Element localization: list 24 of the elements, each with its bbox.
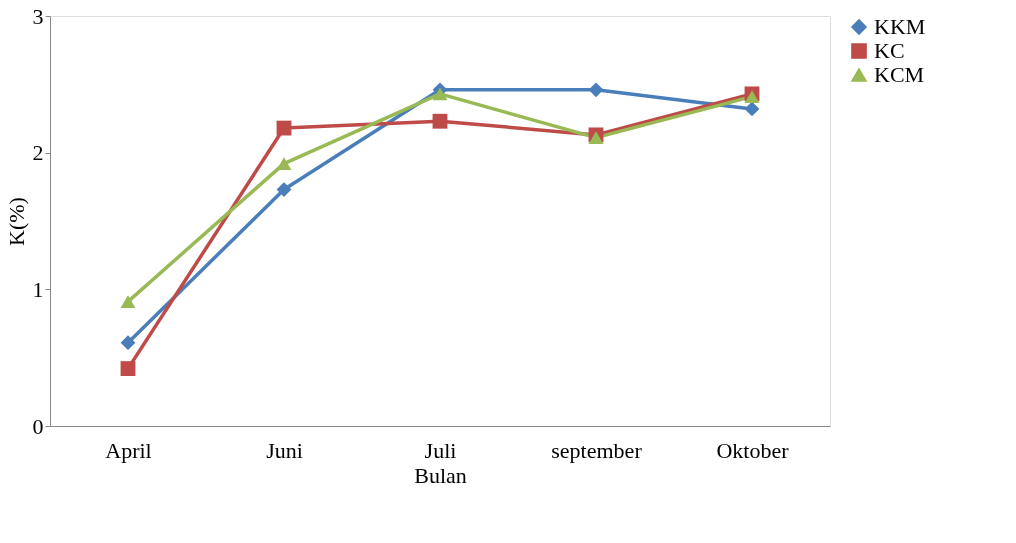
x-tick-label: April [105,437,152,463]
y-tick-label: 1 [32,276,44,302]
point [744,90,760,104]
point [588,131,604,145]
point [432,87,448,101]
x-tick-label: Juli [424,437,457,463]
point [432,113,448,129]
point [120,335,136,351]
y-axis-title: K(%) [3,197,29,246]
point [744,101,760,117]
point [588,82,604,98]
y-tick-label: 0 [32,413,44,439]
y-tick-label: 3 [32,3,44,29]
x-tick-label: Juni [266,437,303,463]
legend-label: KC [874,38,905,63]
x-tick-label: september [551,437,643,463]
x-tick-label: Oktober [716,437,790,463]
y-tick-label: 2 [32,140,44,166]
point [120,361,136,377]
legend-label: KCM [874,62,925,87]
point [276,157,292,171]
legend-label: KKM [874,14,926,39]
point [120,295,136,309]
x-axis-title: Bulan [414,462,467,488]
